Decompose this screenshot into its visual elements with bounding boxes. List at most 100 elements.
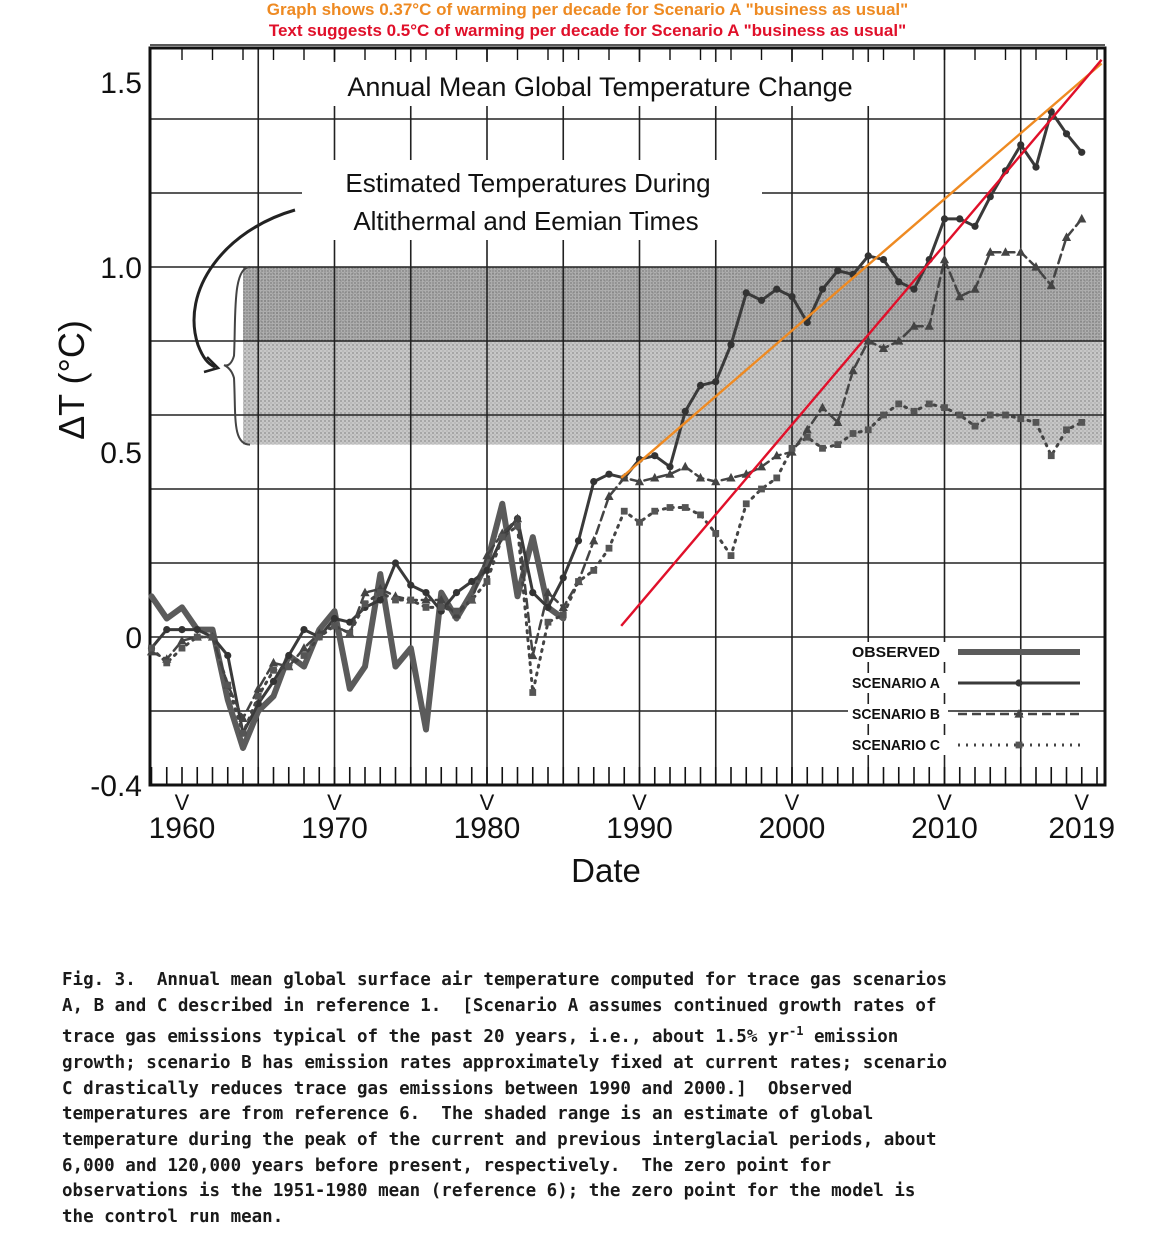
title-background	[302, 62, 900, 106]
point-scenario-a	[224, 651, 232, 660]
point-scenario-b	[924, 321, 934, 330]
y-axis-label: ΔT (°C)	[51, 320, 92, 440]
point-scenario-c	[1047, 452, 1055, 460]
point-scenario-b	[634, 476, 645, 486]
point-scenario-b	[695, 472, 706, 482]
point-scenario-c	[529, 689, 537, 696]
caption-superscript: -1	[788, 1024, 804, 1039]
point-scenario-c	[758, 485, 765, 493]
point-scenario-c	[605, 544, 613, 552]
caption-line-5: C drastically reduces trace gas emission…	[62, 1078, 853, 1099]
point-scenario-a	[773, 285, 781, 293]
point-scenario-b	[665, 469, 675, 478]
x-tick-label: 1980	[454, 812, 521, 845]
point-scenario-c	[1063, 426, 1070, 434]
point-scenario-a	[803, 318, 811, 327]
point-scenario-a	[757, 296, 766, 304]
point-scenario-c	[498, 533, 506, 541]
x-tick-marker: V	[175, 790, 190, 815]
point-scenario-c	[803, 433, 811, 441]
orange-trend-line	[620, 62, 1103, 479]
point-scenario-c	[849, 430, 857, 437]
caption-line-3: trace gas emissions typical of the past …	[62, 1027, 789, 1048]
x-tick-label: 2000	[759, 812, 826, 845]
point-scenario-b	[436, 595, 446, 604]
caption-line-9: observations is the 1951-1980 mean (refe…	[62, 1181, 916, 1202]
point-scenario-a	[590, 478, 598, 486]
point-scenario-a	[940, 215, 949, 223]
point-scenario-b	[939, 254, 950, 264]
x-tick-label: 2019	[1048, 812, 1115, 845]
region-label-background	[302, 160, 762, 240]
point-scenario-b	[512, 513, 523, 523]
point-scenario-a	[452, 589, 461, 597]
caption-line-7: temperature during the peak of the curre…	[62, 1130, 937, 1151]
point-scenario-c	[544, 618, 552, 626]
point-scenario-c	[559, 611, 567, 619]
point-scenario-c	[148, 644, 155, 652]
x-tick-marker: V	[327, 790, 342, 815]
point-scenario-c	[514, 522, 521, 530]
point-scenario-c	[483, 578, 491, 585]
point-scenario-c	[315, 633, 323, 641]
point-scenario-c	[819, 444, 826, 452]
point-scenario-c	[361, 600, 369, 608]
point-scenario-c	[681, 504, 689, 511]
point-scenario-c	[575, 578, 582, 585]
point-scenario-b	[238, 713, 248, 722]
point-scenario-a	[651, 452, 659, 460]
point-scenario-b	[909, 321, 919, 330]
x-tick-marker: V	[1074, 790, 1089, 815]
point-scenario-b	[1000, 247, 1011, 256]
point-scenario-b	[802, 424, 812, 434]
point-scenario-b	[711, 476, 721, 486]
caption-line-1: Fig. 3. Annual mean global surface air t…	[62, 970, 948, 990]
point-scenario-c	[956, 411, 964, 419]
point-scenario-a	[1062, 130, 1071, 138]
point-scenario-a	[605, 470, 613, 478]
point-scenario-b	[589, 535, 599, 545]
point-scenario-a	[666, 463, 674, 471]
x-tick-label: 1960	[149, 812, 216, 845]
point-scenario-a	[483, 566, 491, 575]
point-scenario-c	[880, 411, 887, 419]
legend-marker-scenario-c	[1015, 741, 1023, 749]
point-scenario-c	[788, 444, 796, 452]
point-scenario-a	[193, 626, 201, 634]
point-scenario-b	[680, 461, 690, 471]
point-scenario-c	[270, 666, 277, 674]
point-scenario-c	[1002, 411, 1009, 419]
point-scenario-a	[1032, 163, 1040, 171]
point-scenario-a	[376, 596, 384, 604]
point-scenario-b	[1031, 262, 1041, 271]
y-tick-label: 0	[125, 622, 142, 655]
annotation-arrow	[192, 208, 296, 369]
point-scenario-c	[1032, 419, 1040, 426]
point-scenario-c	[300, 652, 308, 659]
point-scenario-c	[209, 633, 216, 641]
annotation-brace	[223, 266, 251, 446]
legend: OBSERVED SCENARIO A SCENARIO B SCENARIO C	[848, 642, 1080, 755]
red-trend-line	[620, 59, 1103, 627]
x-tick-marker: V	[937, 790, 952, 815]
point-scenario-b	[482, 550, 492, 560]
point-scenario-c	[285, 663, 293, 670]
point-scenario-b	[726, 472, 736, 482]
point-scenario-b	[817, 402, 828, 412]
y-tick-label: 1.5	[100, 67, 142, 100]
point-scenario-c	[437, 604, 445, 611]
point-scenario-c	[864, 426, 872, 434]
point-scenario-b	[878, 343, 889, 352]
point-scenario-c	[712, 530, 720, 537]
point-scenario-b	[543, 587, 553, 597]
point-scenario-c	[346, 629, 354, 637]
point-scenario-b	[1077, 213, 1087, 223]
point-scenario-a	[956, 215, 964, 223]
point-scenario-a	[712, 378, 720, 386]
point-scenario-a	[468, 577, 476, 586]
point-scenario-c	[254, 692, 262, 700]
point-scenario-a	[1078, 148, 1086, 156]
chart-text-layer: Annual Mean Global Temperature Change Es…	[51, 62, 900, 889]
point-scenario-a	[559, 574, 567, 582]
